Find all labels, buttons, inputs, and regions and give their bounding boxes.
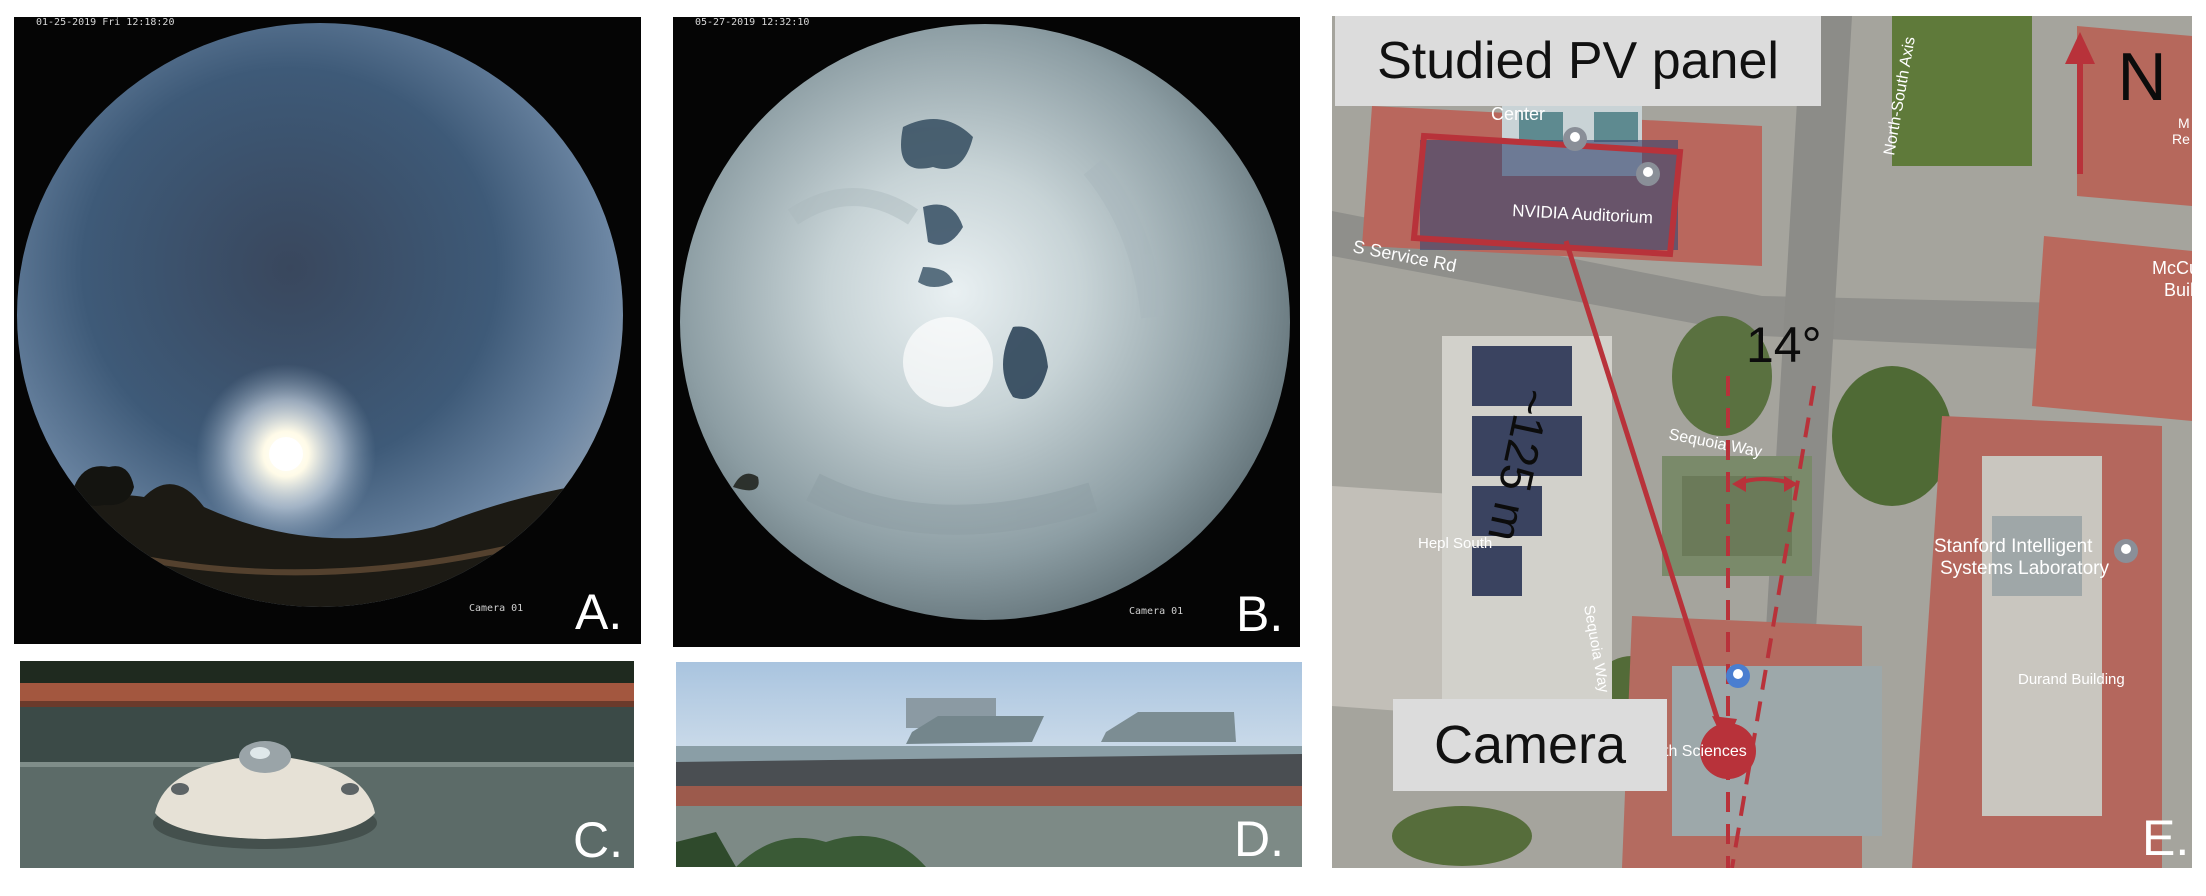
map-label-hepl-south: Hepl South: [1418, 535, 1492, 552]
panel-c-camera-photo: C.: [20, 661, 634, 868]
map-label-durand: Durand Building: [2018, 671, 2125, 688]
sky-camera-photo: [20, 661, 634, 868]
map-label-stanford-lab-2: Systems Laboratory: [1940, 558, 2109, 579]
pv-panel-callout: Studied PV panel: [1335, 16, 1821, 106]
camera-to-panel-line: [1563, 240, 1729, 747]
panel-letter: D.: [1234, 811, 1284, 867]
angle-label: 14°: [1746, 317, 1822, 373]
map-label-re: Re: [2172, 131, 2190, 147]
solar-pv-roof: [676, 754, 1302, 792]
timestamp-label: 01-25-2019 Fri 12:18:20: [36, 17, 175, 28]
lawn: [1892, 16, 2032, 166]
satellite-map-image: Center NVIDIA Auditorium S Service Rd No…: [1332, 16, 2192, 868]
map-label-mccu: McCu: [2152, 258, 2192, 278]
panel-a-clear-sky: 01-25-2019 Fri 12:18:20 Camera 01 A.: [14, 17, 641, 644]
map-label-m: M: [2178, 115, 2190, 131]
panel-letter: A.: [575, 584, 623, 640]
map-label-center: Center: [1491, 104, 1545, 124]
camera-label: Camera 01: [1129, 606, 1184, 617]
fisheye-clear-sky-image: [17, 23, 623, 607]
map-label-buil: Buil: [2164, 280, 2192, 300]
sun-through-clouds: [903, 317, 993, 407]
fisheye-cloudy-sky-image: [680, 24, 1290, 620]
camera-label: Camera 01: [469, 603, 524, 614]
panel-letter: B.: [1236, 586, 1284, 642]
roof-tiles: [20, 683, 634, 707]
panel-bearing-dashed-line: [1730, 385, 1816, 868]
road-service: [1332, 211, 2192, 356]
panel-letter: E.: [2142, 810, 2190, 866]
panel-letter: C.: [573, 812, 623, 868]
camera-marker: [1700, 723, 1756, 779]
building-rooftop-photo: [676, 662, 1302, 867]
sky-camera-device: [153, 741, 377, 849]
map-pin-icon: [1563, 127, 1587, 151]
pv-panel-highlight-box: [1410, 132, 1684, 258]
map-pin-icon: [2114, 539, 2138, 563]
map-label-th-sciences: th Sciences: [1664, 743, 1747, 760]
map-pin-icon: [1726, 664, 1750, 688]
map-pin-icon: [1636, 162, 1660, 186]
timestamp-label: 05-27-2019 12:32:10: [695, 17, 810, 28]
camera-callout: Camera: [1393, 699, 1667, 791]
panel-e-satellite-map: Center NVIDIA Auditorium S Service Rd No…: [1332, 16, 2192, 868]
panel-d-building-photo: D.: [676, 662, 1302, 867]
map-label-stanford-lab-1: Stanford Intelligent: [1934, 536, 2093, 557]
sun: [269, 437, 303, 471]
panel-b-cloudy-sky: 05-27-2019 12:32:10 Camera 01 B.: [673, 17, 1300, 647]
north-label: N: [2117, 39, 2166, 115]
